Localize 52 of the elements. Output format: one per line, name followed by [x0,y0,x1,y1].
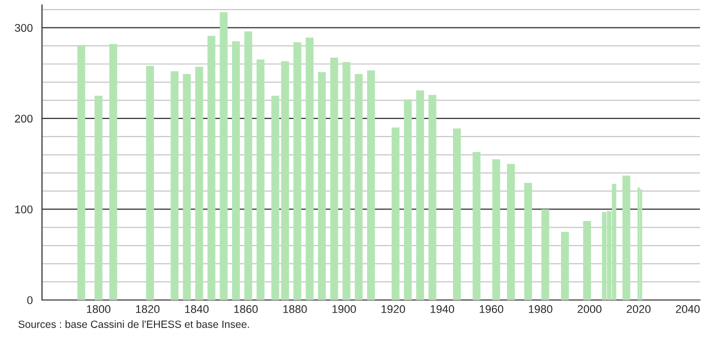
bar [561,232,569,300]
bar [293,42,302,300]
y-tick-label: 300 [14,24,33,32]
bar [195,66,204,300]
bar [271,96,280,300]
bar [170,71,179,300]
bar [524,182,532,300]
x-tick-label: 1860 [234,305,258,314]
bar [392,128,400,300]
x-tick-label: 1800 [86,305,110,314]
y-tick-label: 0 [27,296,33,304]
y-tick-label: 100 [15,206,33,214]
bar [622,176,630,300]
bar [207,36,216,300]
x-tick-label: 2020 [626,305,651,314]
bar [182,74,191,300]
bar [330,58,338,300]
x-tick-label: 2040 [676,305,700,314]
bar [583,221,591,300]
bar [507,164,515,300]
x-tick-label: 1960 [480,305,504,314]
bar [220,12,228,300]
bar [77,44,86,300]
x-tick-label: 1980 [528,305,552,314]
bar [281,61,289,300]
bar [232,41,240,300]
bar [453,128,461,300]
bar [472,152,481,300]
bar [109,44,118,300]
bar [94,96,102,300]
bar [342,62,350,300]
x-tick-label: 2000 [578,305,602,314]
bar [541,209,550,300]
bar [428,94,436,300]
bar [244,31,252,300]
bar [318,72,326,300]
x-tick-label: 1840 [185,305,209,314]
x-tick-label: 1900 [332,305,356,314]
source-note: Sources : base Cassini de l'EHESS et base Insee. [18,320,249,328]
bar [492,159,500,300]
y-tick-label: 200 [14,114,33,123]
x-tick-label: 1940 [430,305,454,314]
bar [416,90,424,300]
bar [354,74,363,300]
bar [404,99,412,300]
x-tick-label: 1820 [136,305,160,314]
bar [306,38,314,300]
bar [256,59,264,300]
bar [367,70,375,300]
x-tick-label: 1880 [283,305,307,314]
bar [146,66,154,300]
x-tick-label: 1920 [382,305,406,314]
